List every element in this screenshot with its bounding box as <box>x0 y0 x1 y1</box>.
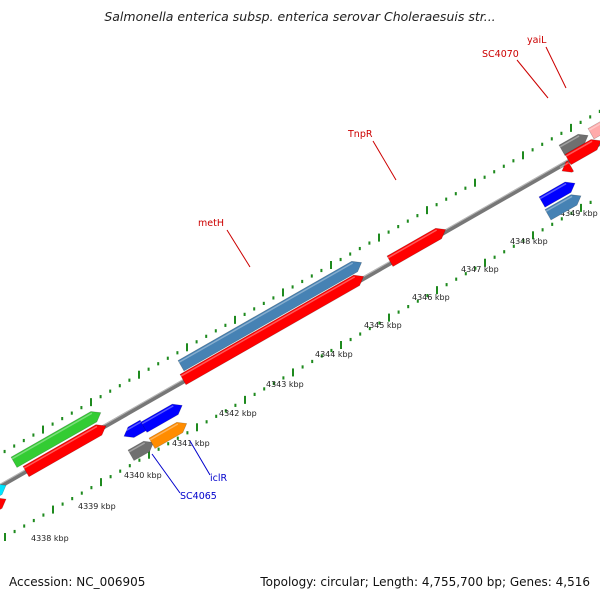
label-leaders <box>151 46 567 494</box>
gene-red-4344-highlight <box>180 276 356 377</box>
map-title: Salmonella enterica subsp. enterica sero… <box>104 9 496 24</box>
scale-tick-label: 4348 kbp <box>510 237 548 246</box>
gene-red-4338 <box>0 497 7 520</box>
gene-TnpR-highlight <box>387 229 438 259</box>
gene-cyan-4338 <box>0 483 7 506</box>
SC4065-leader <box>151 453 181 494</box>
scale-tick-label: 4339 kbp <box>78 502 116 511</box>
accession-text: Accession: NC_006905 <box>9 575 146 589</box>
gene-green-4339-highlight <box>11 412 93 460</box>
scale-labels: 4338 kbp 4339 kbp 4340 kbp 4341 kbp 4342 kbp… <box>31 209 598 543</box>
iclR-leader <box>189 440 211 476</box>
gene-red-4339 <box>22 424 107 478</box>
genome-stats-text: Topology: circular; Length: 4,755,700 bp… <box>260 575 590 589</box>
gene-TnpR <box>386 227 447 267</box>
scale-tick-label: 4349 kbp <box>560 209 598 218</box>
gene-red-small <box>561 160 575 173</box>
gene-blue-4341b-highlight <box>141 405 174 425</box>
SC4070-label: SC4070 <box>482 49 519 60</box>
gene-blue-4349a-highlight <box>539 183 567 200</box>
iclR-label: iclR <box>210 473 228 484</box>
gene-yaiL-highlight <box>588 118 600 131</box>
gene-steelblue-4349b <box>544 194 582 221</box>
gene-yaiL <box>587 117 600 140</box>
gene-metH-highlight <box>178 262 354 363</box>
gene-gray-SC4065-highlight <box>128 442 146 453</box>
gene-red-4339-highlight <box>23 425 98 469</box>
gene-orange-iclR-highlight <box>149 423 179 441</box>
gene-features <box>0 117 600 520</box>
scale-tick-label: 4341 kbp <box>172 439 210 448</box>
outer-tick-track <box>3 109 600 454</box>
gene-gray-SC4065 <box>127 440 155 461</box>
inner-scale-track <box>4 200 592 541</box>
gene-SC4070-highlight <box>559 135 580 148</box>
scale-tick-label: 4343 kbp <box>266 380 304 389</box>
SC4070-leader <box>516 59 549 99</box>
gene-green-4339 <box>10 411 102 468</box>
gene-orange-iclR <box>148 421 188 449</box>
yaiL-label: yaiL <box>527 35 547 46</box>
TnpR-leader <box>372 140 397 181</box>
scale-tick-label: 4338 kbp <box>31 534 69 543</box>
scale-tick-label: 4344 kbp <box>315 350 353 359</box>
scale-tick-label: 4345 kbp <box>364 321 402 330</box>
gene-metH <box>177 260 363 372</box>
scale-tick-label: 4347 kbp <box>461 265 499 274</box>
gene-red-small-highlight <box>559 161 570 169</box>
TnpR-label: TnpR <box>347 129 373 140</box>
gene-red-yaiL-highlight <box>565 140 593 157</box>
gene-red-yaiL <box>564 139 600 166</box>
gene-SC4070 <box>558 133 589 156</box>
gene-red-4344 <box>179 274 365 386</box>
metH-label: metH <box>198 218 224 229</box>
SC4065-label: SC4065 <box>180 491 217 502</box>
yaiL-leader <box>545 46 567 89</box>
gene-blue-4349a <box>538 181 576 208</box>
gene-blue-4341b <box>140 403 183 433</box>
scale-tick-label: 4342 kbp <box>219 409 257 418</box>
scale-tick-label: 4340 kbp <box>124 471 162 480</box>
gene-blue-4341a-highlight <box>121 421 142 434</box>
metH-leader <box>226 229 251 268</box>
scale-tick-label: 4346 kbp <box>412 293 450 302</box>
gene-steelblue-4349b-highlight <box>545 195 573 212</box>
